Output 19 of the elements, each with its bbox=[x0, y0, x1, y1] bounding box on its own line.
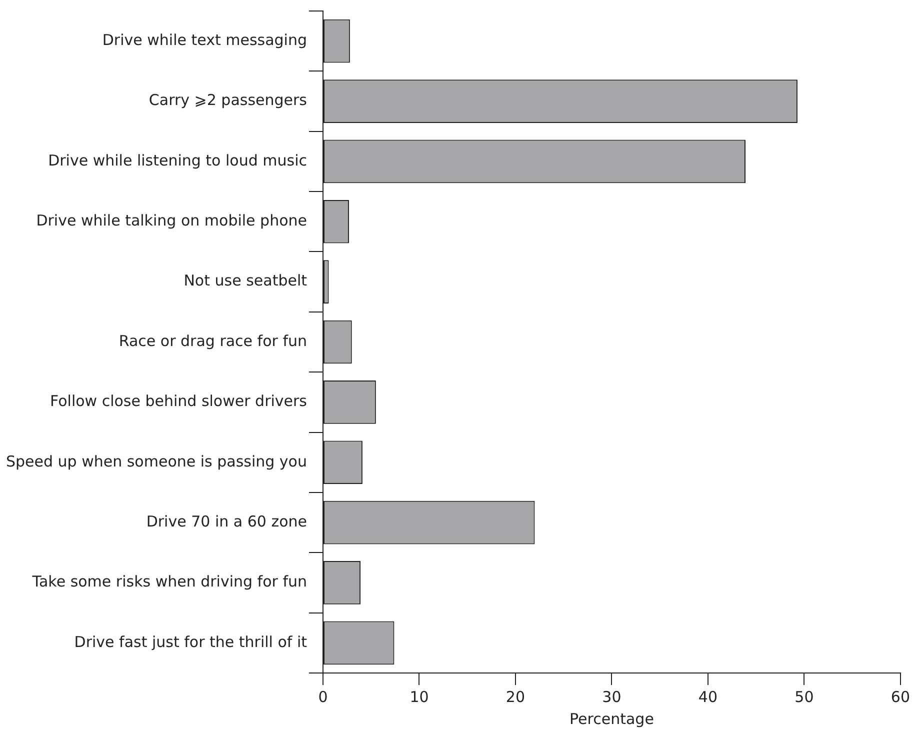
x-tick-label: 50 bbox=[794, 688, 814, 706]
y-tick-label: Speed up when someone is passing you bbox=[6, 452, 307, 470]
y-tick-label: Race or drag race for fun bbox=[118, 332, 307, 350]
x-tick-label: 10 bbox=[410, 688, 429, 706]
x-tick-label: 30 bbox=[602, 688, 622, 706]
y-tick-label: Drive fast just for the thrill of it bbox=[74, 632, 308, 651]
x-tick-label: 60 bbox=[890, 688, 910, 706]
x-tick-label: 0 bbox=[318, 688, 328, 706]
x-axis-title: Percentage bbox=[570, 710, 654, 728]
y-tick-label: Drive while text messaging bbox=[102, 30, 307, 49]
x-tick-label: 40 bbox=[698, 688, 718, 706]
y-tick-label: Drive while talking on mobile phone bbox=[36, 212, 307, 230]
y-tick-label: Not use seatbelt bbox=[184, 272, 308, 290]
y-tick-label: Follow close behind slower drivers bbox=[50, 392, 308, 410]
y-tick-label: Carry ⩾2 passengers bbox=[148, 91, 308, 110]
y-tick-label: Drive 70 in a 60 zone bbox=[146, 512, 307, 530]
y-tick-label: Take some risks when driving for fun bbox=[31, 572, 307, 591]
x-tick-label: 20 bbox=[506, 688, 526, 706]
y-tick-label: Drive while listening to loud music bbox=[48, 151, 307, 170]
